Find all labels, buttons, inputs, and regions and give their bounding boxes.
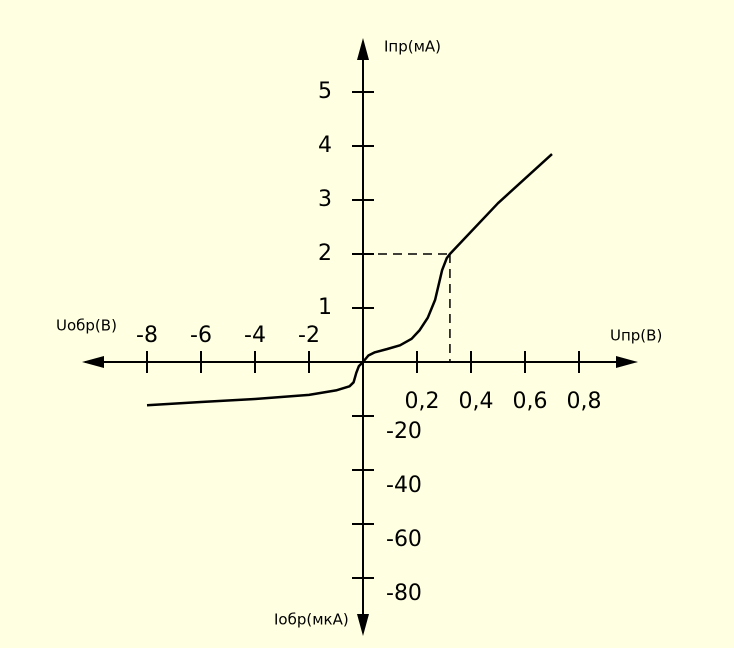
y-tick-label: -80 [386, 581, 422, 606]
x-tick-label: -2 [298, 323, 320, 348]
axis-label: Uобр(В) [56, 317, 117, 335]
y-tick-label: -40 [386, 473, 422, 498]
curve [146, 361, 364, 407]
y-tick-label: 2 [318, 241, 332, 266]
y-tick-label: 4 [318, 133, 332, 158]
arrow [357, 38, 369, 60]
x-tick-label: 0,4 [459, 389, 494, 414]
x-tick-label: 0,2 [405, 389, 440, 414]
axis-label: Uпр(В) [610, 327, 662, 345]
x-tick-label: -6 [190, 323, 212, 348]
y-tick-label: -60 [386, 527, 422, 552]
x-tick-label: -4 [244, 323, 266, 348]
axis-label: Iпр(мА) [384, 38, 441, 56]
x-tick-label: 0,6 [513, 389, 548, 414]
y-tick-label: 3 [318, 187, 332, 212]
arrow [616, 356, 638, 368]
arrow [82, 356, 104, 368]
y-tick-label: 1 [318, 295, 332, 320]
y-tick-label: -20 [386, 419, 422, 444]
y-tick-label: 5 [318, 79, 332, 104]
curve [362, 153, 553, 363]
x-tick-label: 0,8 [567, 389, 602, 414]
arrow [357, 614, 369, 636]
x-tick-label: -8 [136, 323, 158, 348]
axis-label: Iобр(мкА) [274, 611, 349, 629]
